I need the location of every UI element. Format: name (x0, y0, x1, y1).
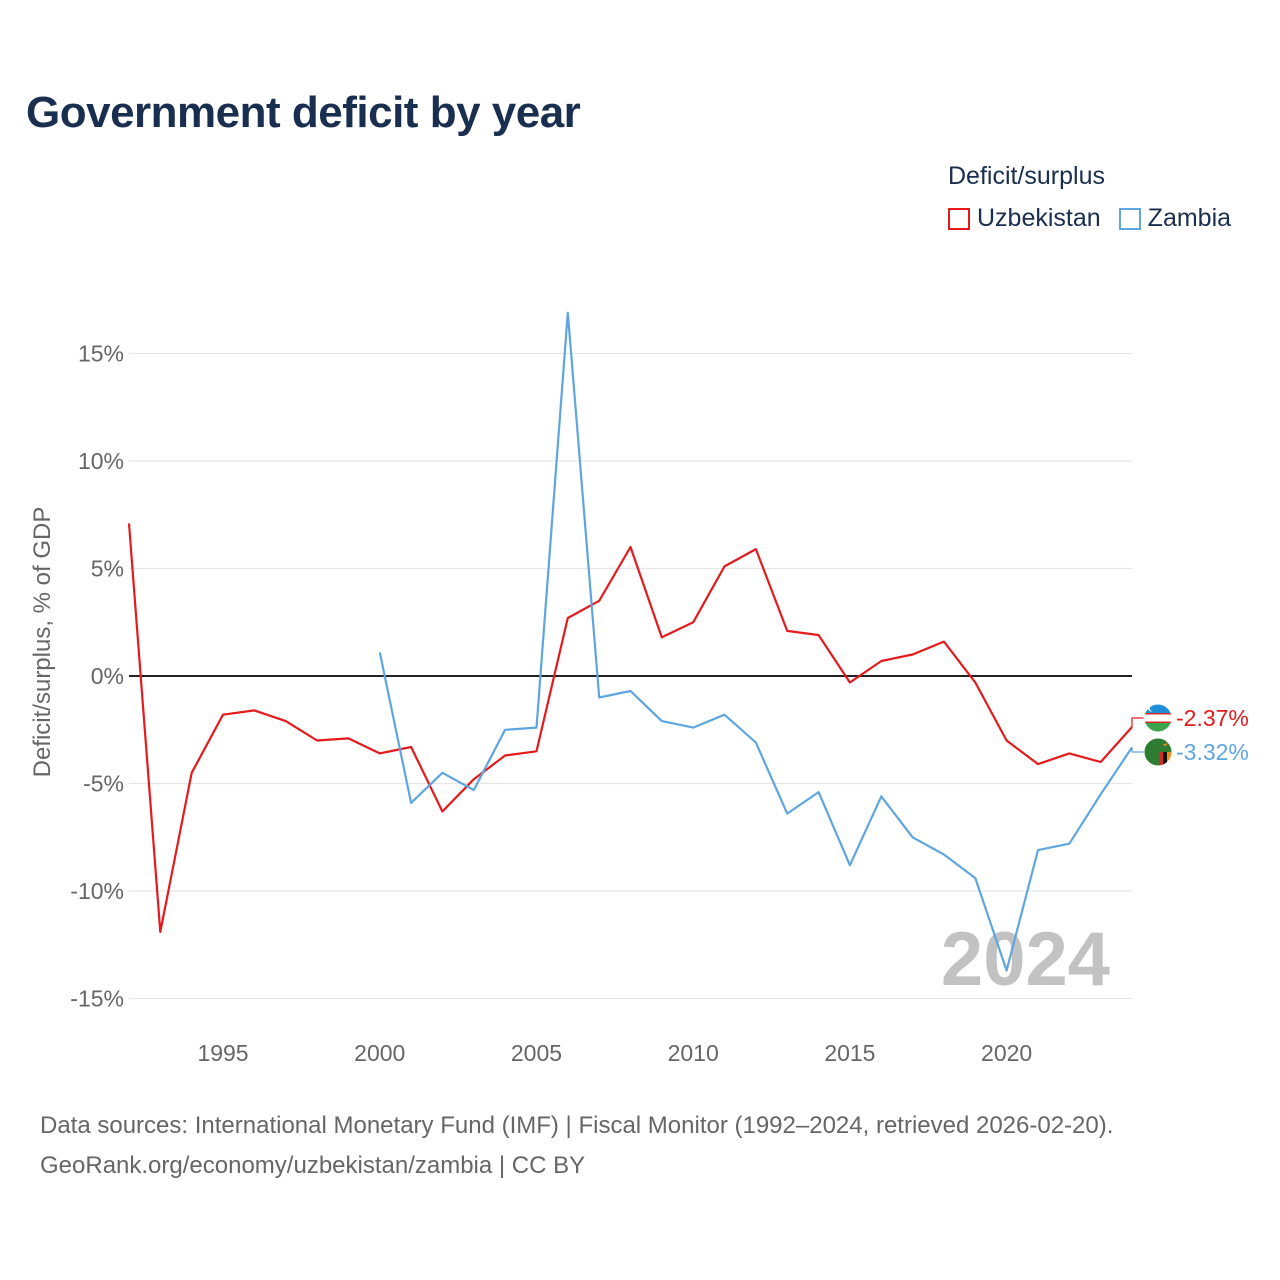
gridlines (129, 352, 1132, 1000)
uzbekistan-flag-icon (1144, 704, 1172, 732)
y-tick-label: 0% (91, 663, 124, 689)
series-line-zambia[interactable] (378, 311, 1133, 972)
end-connector-uzbekistan (1131, 717, 1144, 727)
end-value-label-zambia: -3.32% (1176, 739, 1249, 765)
flag-ring-uzbekistan (1143, 703, 1173, 733)
year-watermark: 2024 (941, 917, 1110, 1002)
flag-ring-zambia (1143, 737, 1173, 767)
y-tick-label: 10% (78, 448, 124, 474)
x-tick-label: 2000 (354, 1040, 405, 1066)
x-tick-label: 2005 (511, 1040, 562, 1066)
legend-swatch-zambia (1118, 207, 1141, 230)
legend: Uzbekistan Zambia (948, 204, 1249, 233)
series-lines (127, 311, 1133, 972)
legend-title: Deficit/surplus (948, 162, 1105, 190)
y-axis-ticks: -15% -10% -5% 0% 5% 10% 15% (70, 341, 124, 1012)
x-tick-label: 2015 (824, 1040, 875, 1066)
x-tick-label: 2020 (981, 1040, 1032, 1066)
legend-item-uzbekistan[interactable]: Uzbekistan (948, 204, 1101, 233)
y-tick-label: 5% (91, 556, 124, 582)
series-line-uzbekistan[interactable] (127, 523, 1133, 934)
end-labels: -2.37% -3.32% (1131, 703, 1249, 767)
x-axis-ticks: 1995 2000 2005 2010 2015 2020 (197, 1040, 1032, 1066)
end-connector-zambia (1131, 747, 1144, 753)
y-tick-label: 15% (78, 341, 124, 367)
data-source-note: Data sources: International Monetary Fun… (40, 1112, 1114, 1139)
x-tick-label: 2010 (668, 1040, 719, 1066)
legend-swatch-uzbekistan (948, 207, 970, 230)
footer: Data sources: International Monetary Fun… (40, 1106, 1113, 1186)
end-value-label-uzbekistan: -2.37% (1176, 705, 1249, 731)
y-axis-label: Deficit/surplus, % of GDP (29, 507, 56, 778)
y-tick-label: -10% (70, 878, 124, 904)
chart-title: Government deficit by year (26, 88, 581, 137)
legend-item-zambia[interactable]: Zambia (1118, 204, 1232, 233)
y-tick-label: -15% (70, 986, 124, 1012)
x-tick-label: 1995 (197, 1040, 248, 1066)
zambia-flag-icon (1144, 738, 1172, 766)
attribution-note: GeoRank.org/economy/uzbekistan/zambia | … (40, 1152, 586, 1179)
legend-label-zambia: Zambia (1147, 204, 1232, 232)
y-tick-label: -5% (83, 771, 124, 797)
legend-label-uzbekistan: Uzbekistan (977, 204, 1101, 232)
